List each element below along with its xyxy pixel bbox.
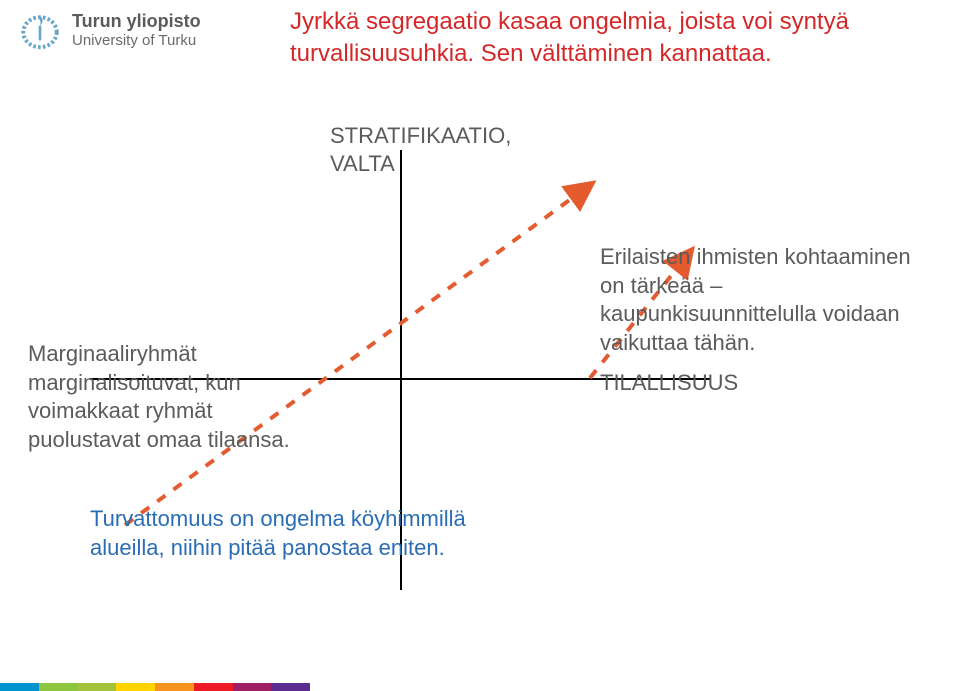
colorbar-seg bbox=[39, 683, 78, 691]
colorbar-seg bbox=[116, 683, 155, 691]
annotation-top-right: Erilaisten ihmisten kohtaaminen on tärke… bbox=[600, 243, 935, 357]
annotation-bottom: Turvattomuus on ongelma köyhimmillä alue… bbox=[90, 505, 490, 562]
slide-root: Turun yliopisto University of Turku Jyrk… bbox=[0, 0, 960, 691]
colorbar-seg bbox=[78, 683, 117, 691]
colorbar-seg bbox=[194, 683, 233, 691]
footer-colorbar bbox=[0, 683, 310, 691]
annotation-left: Marginaaliryhmät marginalisoituvat, kun … bbox=[28, 340, 308, 454]
colorbar-seg bbox=[0, 683, 39, 691]
colorbar-seg bbox=[271, 683, 310, 691]
colorbar-seg bbox=[233, 683, 272, 691]
colorbar-seg bbox=[155, 683, 194, 691]
